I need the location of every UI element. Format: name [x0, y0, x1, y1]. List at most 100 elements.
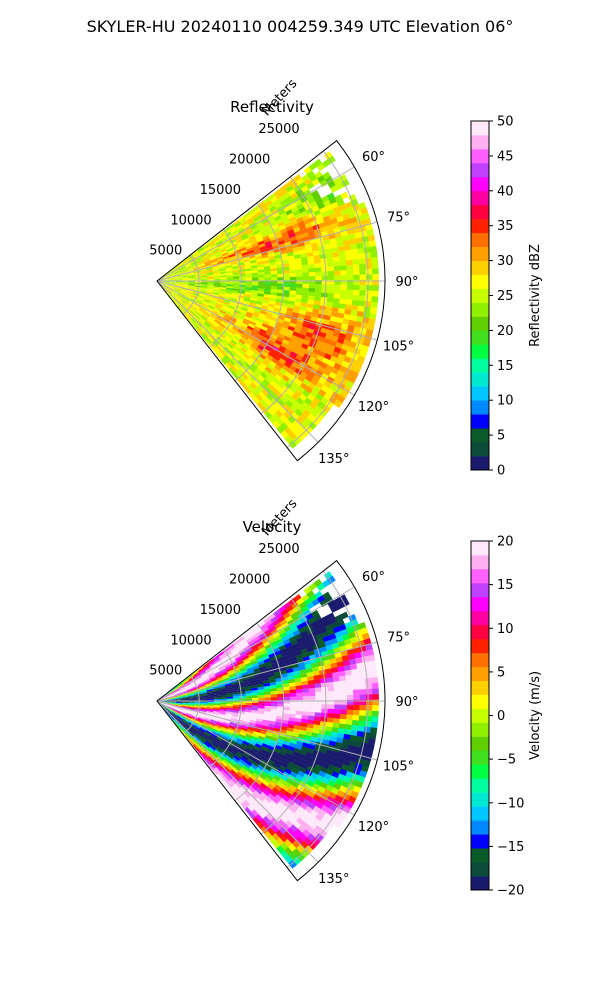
radar-cell: [270, 697, 278, 701]
radar-cell: [293, 185, 302, 193]
radar-cell: [279, 378, 288, 386]
radar-cell: [315, 618, 324, 626]
radar-cell: [310, 662, 319, 669]
radar-cell: [207, 670, 214, 676]
radar-cell: [251, 267, 259, 271]
radar-cell: [179, 712, 186, 717]
radar-cell: [285, 778, 294, 786]
radar-cell: [341, 344, 350, 352]
radar-cell: [254, 253, 262, 258]
radar-cell: [357, 247, 365, 255]
radar-cell: [248, 672, 256, 677]
radar-cell: [252, 379, 260, 388]
radar-cell: [191, 308, 198, 314]
radar-cell: [240, 220, 249, 227]
radar-cell: [294, 744, 303, 751]
azimuth-tick-label: 135°: [318, 452, 349, 467]
radar-cell: [276, 715, 284, 720]
radar-cell: [291, 181, 299, 189]
radar-cell: [240, 756, 248, 763]
radar-cell: [274, 254, 282, 259]
radar-cell: [244, 263, 252, 267]
azimuth-tick-label: 60°: [362, 570, 385, 585]
radar-cell: [256, 753, 264, 760]
radar-cell: [291, 643, 300, 650]
radar-cell: [281, 323, 290, 330]
radar-cell: [221, 319, 229, 325]
radar-cell: [213, 689, 220, 692]
radar-cell: [266, 246, 274, 252]
radar-cell: [163, 279, 170, 281]
radar-cell: [322, 319, 331, 326]
radar-cell: [335, 602, 345, 610]
radar-cell: [240, 652, 248, 659]
radar-cell: [226, 285, 234, 289]
radar-cell: [172, 686, 179, 691]
radar-cell: [278, 765, 287, 772]
radar-cell: [327, 275, 335, 281]
radar-cell: [336, 241, 345, 248]
radar-cell: [232, 269, 240, 273]
radar-cell: [248, 366, 256, 374]
panel-title: Reflectivity: [230, 98, 314, 116]
radar-cell: [222, 227, 230, 234]
radar-cell: [328, 383, 338, 392]
radar-cell: [235, 319, 243, 326]
radar-cell: [249, 257, 257, 262]
radar-cell: [336, 337, 345, 345]
radar-cell: [237, 359, 245, 367]
radar-cell: [292, 209, 301, 217]
radar-cell: [290, 219, 298, 226]
radar-cell: [207, 702, 215, 704]
radar-cell: [190, 297, 198, 302]
radar-cell: [163, 699, 170, 701]
radar-cell: [329, 657, 337, 665]
radar-cell: [178, 303, 185, 309]
radar-cell: [167, 689, 173, 694]
radar-cell: [257, 785, 266, 793]
radar-cell: [321, 579, 331, 588]
radar-cell: [203, 299, 211, 304]
radar-cell: [295, 688, 303, 694]
radar-cell: [168, 705, 175, 709]
radar-cell: [175, 702, 183, 705]
radar-cell: [169, 277, 177, 279]
range-ring: [208, 648, 242, 768]
colorbar-swatch: [471, 568, 489, 584]
radar-cell: [169, 702, 177, 704]
radar-cell: [237, 636, 245, 643]
radar-cell: [244, 736, 252, 742]
radar-cell: [326, 329, 335, 336]
radar-cell: [261, 232, 269, 238]
radar-cell: [336, 737, 344, 744]
azimuth-tick-label: 90°: [395, 695, 418, 710]
radar-cell: [337, 640, 346, 648]
radar-cell: [235, 235, 243, 242]
radar-cell: [274, 301, 283, 307]
radar-cell: [320, 716, 328, 723]
radar-cell: [289, 710, 297, 715]
radar-cell: [219, 693, 227, 696]
radar-cell: [333, 681, 341, 687]
radar-cell: [241, 235, 249, 241]
radar-cell: [349, 636, 358, 644]
radar-cell: [242, 676, 250, 681]
radar-cell: [333, 265, 341, 272]
radar-cell: [257, 365, 266, 373]
radar-cell: [209, 675, 216, 680]
radar-cell: [288, 297, 296, 302]
radar-cell: [335, 182, 345, 190]
colorbar-swatch: [471, 708, 489, 723]
radar-cell: [213, 286, 221, 289]
radar-cell: [201, 703, 208, 705]
radar-cell: [294, 378, 303, 387]
radar-cell: [239, 731, 247, 737]
radar-cell: [228, 761, 236, 768]
radar-cell: [197, 666, 204, 672]
radar-cell: [289, 364, 297, 372]
radar-cell: [246, 788, 254, 796]
radar-cell: [187, 287, 195, 290]
radar-cell: [187, 289, 194, 293]
radar-cell: [223, 748, 230, 754]
radar-cell: [238, 242, 246, 248]
